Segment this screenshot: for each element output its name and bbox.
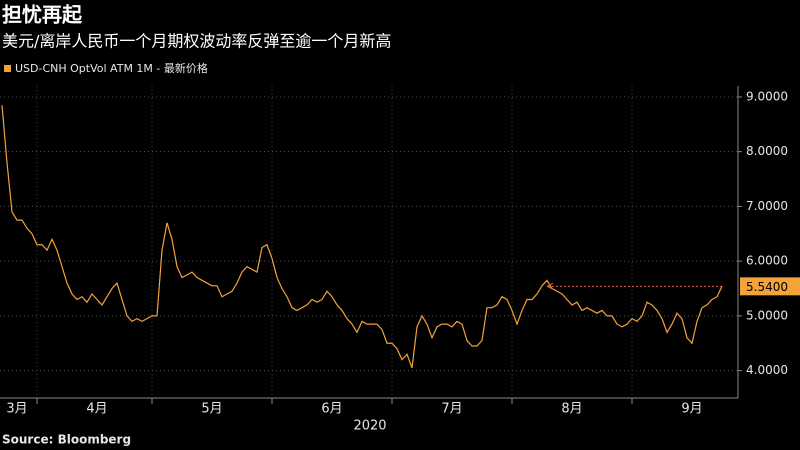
y-tick-label: 4.0000 [746, 363, 788, 377]
y-tick-label: 6.0000 [746, 254, 788, 268]
x-tick-label: 5月 [201, 402, 222, 417]
y-tick-label: 9.0000 [746, 89, 788, 103]
x-tick-label: 9月 [681, 402, 702, 417]
y-tick-label: 5.0000 [746, 308, 788, 322]
y-tick-label: 7.0000 [746, 199, 788, 213]
legend-swatch [4, 65, 11, 72]
x-axis-label: 2020 [353, 419, 386, 434]
series-line [1, 105, 723, 369]
x-tick-label: 3月 [6, 402, 27, 417]
chart-subtitle: 美元/离岸人民币一个月期权波动率反弹至逾一个月新高 [2, 32, 391, 51]
chart-title: 担忧再起 [2, 3, 83, 27]
x-tick-label: 4月 [86, 402, 107, 417]
x-tick-label: 6月 [321, 402, 342, 417]
x-tick-label: 8月 [561, 402, 582, 417]
y-tick-label: 8.0000 [746, 144, 788, 158]
legend-label: USD-CNH OptVol ATM 1M - 最新价格 [15, 61, 208, 75]
arrow-head [546, 282, 554, 290]
value-label-box [740, 277, 800, 296]
x-tick-label: 7月 [441, 402, 462, 417]
source: Source: Bloomberg [2, 433, 131, 447]
value-label: 5.5400 [746, 280, 788, 294]
